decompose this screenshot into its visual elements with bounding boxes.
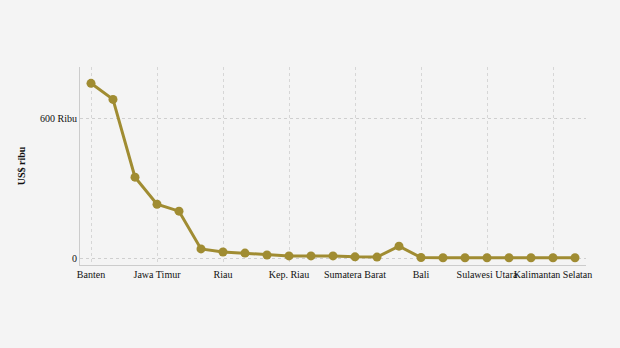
- svg-text:Kalimantan Selatan: Kalimantan Selatan: [514, 269, 593, 280]
- svg-text:Jawa Timur: Jawa Timur: [134, 269, 182, 280]
- svg-text:0: 0: [72, 253, 77, 264]
- svg-text:Sulawesi Utara: Sulawesi Utara: [457, 269, 518, 280]
- svg-text:Banten: Banten: [77, 269, 105, 280]
- svg-text:Kep. Riau: Kep. Riau: [269, 269, 310, 280]
- svg-text:Sumatera Barat: Sumatera Barat: [324, 269, 386, 280]
- svg-text:Riau: Riau: [214, 269, 233, 280]
- svg-text:US$ ribu: US$ ribu: [16, 146, 27, 185]
- svg-text:Bali: Bali: [413, 269, 430, 280]
- svg-text:600 Ribu: 600 Ribu: [40, 113, 77, 124]
